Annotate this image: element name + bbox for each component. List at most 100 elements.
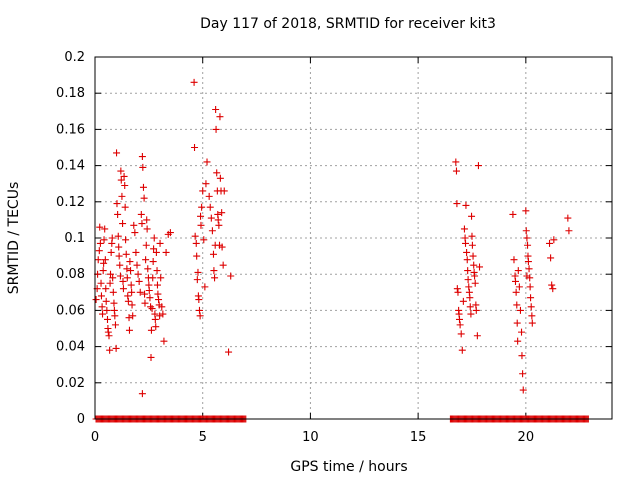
data-point: [120, 172, 128, 180]
data-point: [476, 263, 484, 271]
y-tick-label: 0.16: [56, 122, 85, 137]
data-point: [96, 239, 104, 247]
data-point: [110, 299, 118, 307]
data-point: [103, 306, 111, 314]
x-tick-label: 5: [199, 430, 207, 445]
data-point: [137, 210, 145, 218]
grid-lines: [95, 57, 612, 419]
data-point: [141, 299, 149, 307]
data-point: [150, 234, 158, 242]
y-axis-label: SRMTID / TECUs: [6, 182, 22, 295]
data-point: [125, 326, 133, 334]
data-point: [202, 180, 210, 188]
x-tick-label: 10: [302, 430, 319, 445]
data-point: [97, 292, 105, 300]
data-point: [455, 315, 463, 323]
data-point: [162, 248, 170, 256]
data-point: [208, 227, 216, 235]
data-point: [207, 214, 215, 222]
data-point: [546, 239, 554, 247]
data-point: [114, 232, 122, 240]
data-point: [473, 332, 481, 340]
data-point: [151, 315, 159, 323]
data-point: [190, 78, 198, 86]
y-tick-label: 0.2: [64, 50, 85, 65]
data-points: [92, 78, 592, 423]
data-point: [108, 234, 116, 242]
data-point: [105, 332, 113, 340]
data-point: [459, 297, 467, 305]
data-point: [125, 314, 133, 322]
data-point: [511, 277, 519, 285]
data-point: [205, 192, 213, 200]
data-point: [524, 258, 532, 266]
data-point: [469, 252, 477, 260]
data-point: [471, 279, 479, 287]
data-point: [103, 315, 111, 323]
data-point: [467, 310, 475, 318]
data-point: [197, 221, 205, 229]
data-point: [195, 296, 203, 304]
data-point: [462, 201, 470, 209]
data-point: [100, 236, 108, 244]
y-tick-label: 0.02: [56, 376, 85, 391]
data-point: [218, 209, 226, 217]
data-point: [525, 265, 533, 273]
data-point: [468, 241, 476, 249]
data-point: [470, 261, 478, 269]
data-point: [150, 245, 158, 253]
data-point: [99, 310, 107, 318]
data-point: [124, 297, 132, 305]
data-point: [116, 272, 124, 280]
data-point: [519, 370, 527, 378]
data-point: [518, 352, 526, 360]
data-point: [149, 258, 157, 266]
data-point: [468, 232, 476, 240]
data-point: [216, 113, 224, 121]
data-point: [198, 203, 206, 211]
data-point: [132, 248, 140, 256]
data-point: [196, 312, 204, 320]
data-point: [472, 306, 480, 314]
y-tick-label: 0.12: [56, 195, 85, 210]
data-point: [124, 292, 132, 300]
y-tick-label: 0: [77, 412, 85, 427]
data-point: [135, 277, 143, 285]
data-point: [152, 248, 160, 256]
data-point: [143, 216, 151, 224]
data-point: [211, 274, 219, 282]
data-point: [201, 283, 209, 291]
data-point: [200, 236, 208, 244]
data-point: [107, 248, 115, 256]
data-point: [549, 285, 557, 293]
data-point: [109, 274, 117, 282]
data-point: [129, 312, 137, 320]
data-point: [99, 267, 107, 275]
data-point: [127, 267, 135, 275]
data-point: [142, 241, 150, 249]
data-point: [100, 259, 108, 267]
data-point: [146, 294, 154, 302]
data-point: [138, 153, 146, 161]
data-point: [139, 163, 147, 171]
data-point: [219, 261, 227, 269]
data-point: [460, 225, 468, 233]
data-point: [147, 326, 155, 334]
data-point: [140, 194, 148, 202]
data-point: [136, 288, 144, 296]
data-point: [218, 243, 226, 251]
y-tick-labels: 0 0.02 0.04 0.06 0.08 0.1 0.12 0.14 0.16 0.18 0.2: [56, 50, 85, 427]
data-point: [197, 212, 205, 220]
data-point: [464, 267, 472, 275]
data-point: [158, 303, 166, 311]
data-point: [97, 279, 105, 287]
data-point: [527, 303, 535, 311]
plot-frame: [94, 56, 613, 420]
data-point: [193, 276, 201, 284]
data-point: [111, 321, 119, 329]
data-point: [214, 216, 222, 224]
data-point: [527, 294, 535, 302]
data-point: [107, 270, 115, 278]
data-point: [141, 290, 149, 298]
